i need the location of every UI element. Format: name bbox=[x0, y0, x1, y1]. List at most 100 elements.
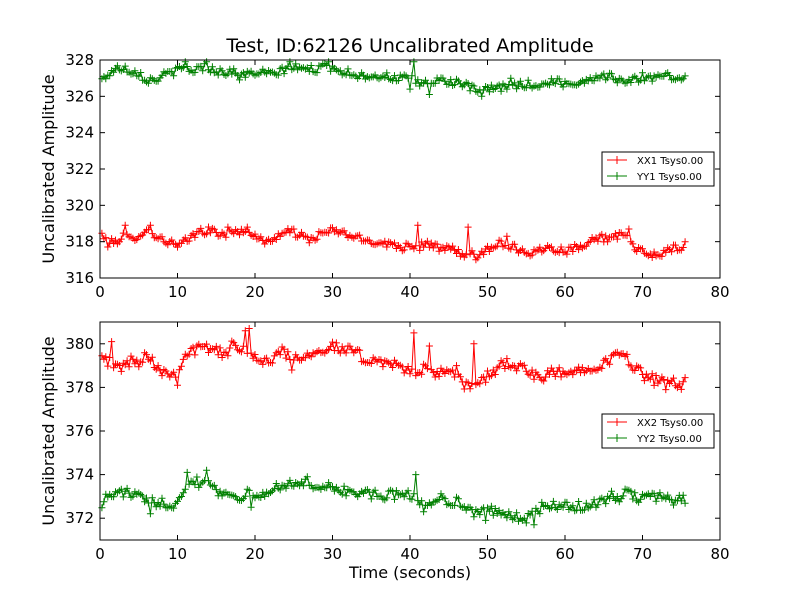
bottom-series-xx2-marker bbox=[179, 355, 187, 363]
top-legend-label-yy1: YY1 Tsys0.00 bbox=[636, 172, 702, 183]
bottom-series-yy2-marker bbox=[282, 484, 290, 492]
top-series-xx1-marker bbox=[594, 237, 602, 245]
bottom-x-tick-label: 50 bbox=[478, 545, 497, 563]
bottom-series-xx2-marker bbox=[263, 354, 271, 362]
bottom-series-yy2-marker bbox=[154, 499, 162, 506]
top-series-xx1-marker bbox=[582, 242, 590, 250]
top-series-xx1-marker bbox=[104, 243, 112, 251]
bottom-y-ticks: 372 374 376 378 380 bbox=[65, 335, 720, 527]
top-series-xx1-marker bbox=[412, 242, 420, 250]
top-y-tick-label: 326 bbox=[65, 87, 94, 105]
bottom-series-yy2-marker bbox=[338, 490, 346, 498]
bottom-series-xx2-marker bbox=[154, 362, 162, 370]
bottom-series-yy2-marker bbox=[489, 511, 497, 519]
top-y-tick-label: 318 bbox=[65, 233, 94, 251]
bottom-series-xx2-marker bbox=[431, 373, 439, 381]
bottom-series-xx2-marker bbox=[673, 384, 681, 392]
top-series-yy1-marker bbox=[383, 69, 391, 77]
top-series-yy1-marker bbox=[485, 88, 493, 96]
bottom-series-yy2-marker bbox=[590, 496, 598, 504]
bottom-series-xx2-marker bbox=[379, 363, 387, 371]
bottom-series-yy2-marker bbox=[487, 502, 495, 510]
top-series-xx1-marker bbox=[414, 221, 422, 229]
top-series-yy1-marker bbox=[206, 68, 214, 76]
bottom-series-xx2-marker bbox=[276, 351, 284, 359]
bottom-x-tick-label: 40 bbox=[400, 545, 419, 563]
bottom-series-yy2-marker bbox=[174, 497, 181, 505]
bottom-series-yy2-marker bbox=[482, 516, 490, 524]
top-series-xx1-marker bbox=[480, 250, 488, 258]
bottom-series-xx2-marker bbox=[148, 353, 156, 361]
top-series-xx1-marker bbox=[243, 223, 251, 231]
top-legend-box bbox=[601, 151, 715, 187]
top-series-yy1-marker bbox=[551, 80, 559, 88]
top-series-yy1-marker bbox=[505, 81, 513, 88]
bottom-series-xx2-marker bbox=[327, 342, 335, 350]
bottom-series-yy2 bbox=[98, 466, 689, 529]
top-series-xx1-marker bbox=[484, 242, 491, 250]
bottom-series-yy2-marker bbox=[631, 489, 639, 497]
top-series-xx1-marker bbox=[429, 244, 437, 252]
top-y-ticks: 316 318 320 322 324 326 328 bbox=[65, 51, 720, 287]
bottom-series-xx2-marker bbox=[484, 367, 491, 375]
top-series-xx1-marker bbox=[108, 235, 116, 243]
bottom-series-yy2-marker bbox=[594, 501, 602, 509]
bottom-series-yy2-marker bbox=[549, 497, 557, 505]
bottom-series-yy2-marker bbox=[160, 500, 168, 508]
top-series-xx1-marker bbox=[332, 226, 340, 234]
bottom-series-xx2-marker bbox=[106, 354, 114, 361]
bottom-series-yy2-marker bbox=[261, 492, 269, 500]
bottom-series-yy2-marker bbox=[580, 506, 588, 514]
top-series-xx1-marker bbox=[592, 234, 600, 242]
top-series-xx1-marker bbox=[168, 236, 176, 244]
bottom-series-yy2-marker bbox=[538, 498, 546, 506]
bottom-legend: XX2 Tsys0.00 YY2 Tsys0.00 bbox=[601, 413, 715, 449]
top-series-yy1-marker bbox=[183, 63, 191, 70]
bottom-series-xx2-marker bbox=[489, 366, 497, 374]
top-series-yy1-marker bbox=[113, 62, 121, 70]
bottom-series-xx2-marker bbox=[342, 349, 350, 357]
top-series-yy1-marker bbox=[507, 74, 515, 82]
top-series-xx1-marker bbox=[102, 234, 110, 242]
bottom-y-tick-label: 380 bbox=[65, 335, 94, 353]
top-x-tick-label: 70 bbox=[633, 283, 652, 301]
top-series-yy1-marker bbox=[168, 68, 176, 76]
top-series-xx1-marker bbox=[575, 246, 583, 254]
top-series-yy1-marker bbox=[230, 65, 238, 73]
top-series-xx1-marker bbox=[464, 223, 472, 231]
top-series-xx1-marker bbox=[418, 238, 426, 246]
bottom-series-xx2-marker bbox=[389, 364, 397, 371]
top-series-xx1-marker bbox=[671, 241, 679, 249]
top-legend-marker-yy1 bbox=[613, 172, 621, 180]
bottom-series-xx2-marker bbox=[280, 345, 288, 353]
bottom-series-yy2-marker bbox=[520, 514, 528, 522]
bottom-series-xx2-marker bbox=[174, 381, 181, 389]
top-series-yy1-marker bbox=[179, 64, 187, 71]
top-series-xx1-marker bbox=[629, 240, 637, 248]
bottom-series-yy2-marker bbox=[513, 509, 521, 517]
top-series-yy1-marker bbox=[497, 87, 505, 95]
bottom-series-xx2-marker bbox=[418, 370, 426, 378]
top-legend-marker-xx1 bbox=[613, 156, 621, 164]
top-series-xx1-marker bbox=[174, 243, 181, 251]
top-series-xx1-marker bbox=[658, 252, 666, 260]
top-series-xx1-marker bbox=[305, 239, 313, 247]
bottom-series-xx2-marker bbox=[425, 342, 433, 350]
top-series-yy1-marker bbox=[102, 75, 110, 83]
bottom-series-xx2-marker bbox=[435, 372, 443, 380]
bottom-series-yy2-marker bbox=[342, 492, 350, 500]
bottom-series-xx2-marker bbox=[623, 350, 631, 358]
bottom-series-xx2-marker bbox=[501, 365, 509, 372]
top-series-xx1-marker bbox=[662, 248, 670, 256]
top-series-xx1-marker bbox=[181, 234, 189, 242]
bottom-series-xx2-marker bbox=[441, 370, 449, 377]
bottom-series-xx2-marker bbox=[222, 348, 230, 356]
bottom-series-yy2-marker bbox=[526, 511, 534, 519]
bottom-series-yy2-marker bbox=[205, 477, 212, 485]
bottom-series-yy2-marker bbox=[210, 481, 218, 489]
top-series-yy1-marker bbox=[590, 77, 598, 85]
bottom-series-yy2-marker bbox=[418, 497, 426, 505]
top-x-tick-label: 10 bbox=[168, 283, 187, 301]
bottom-series-yy2-marker bbox=[507, 512, 515, 520]
top-series-xx1-marker bbox=[391, 239, 398, 247]
